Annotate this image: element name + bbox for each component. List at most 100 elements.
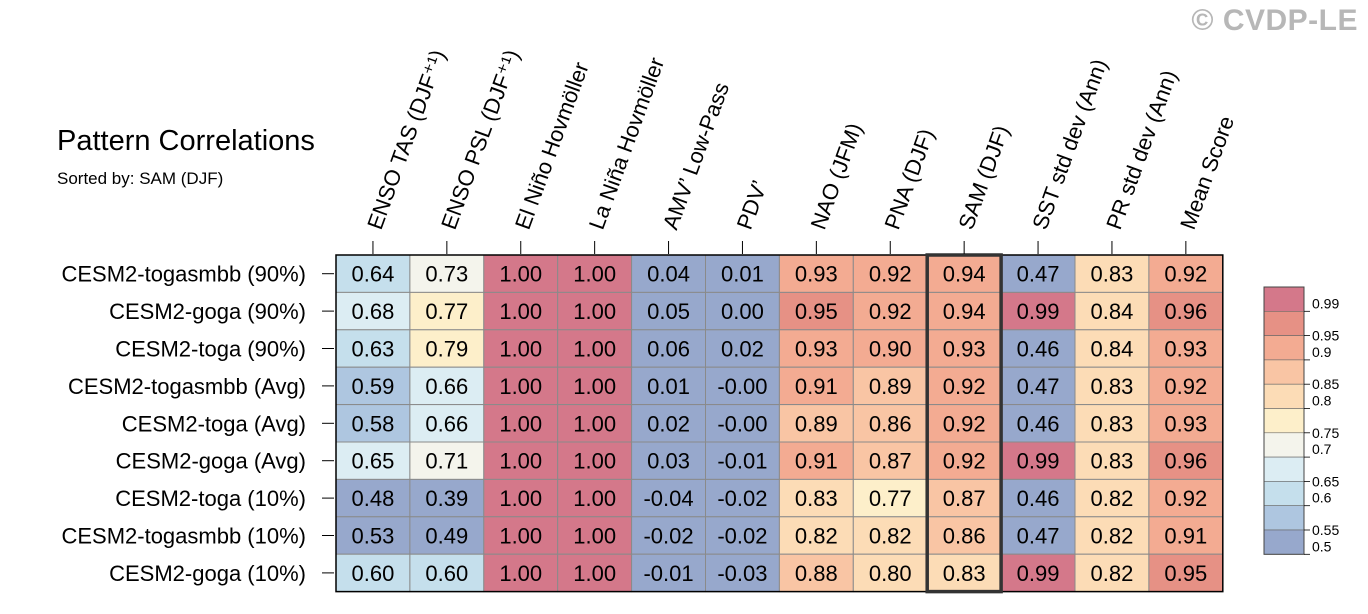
heatmap-cell: [631, 516, 706, 555]
heatmap-cell: [631, 291, 706, 331]
cell-value-label: -0.00: [717, 374, 767, 399]
heatmap-cell: [778, 366, 854, 406]
colorbar-swatch: [1263, 505, 1305, 531]
cell-value-label: 0.93: [795, 262, 838, 287]
colorbar-swatch: [1263, 359, 1305, 385]
heatmap-cell: [705, 516, 780, 555]
cell-value-label: 0.95: [1164, 561, 1207, 586]
heatmap-cell: [1000, 553, 1076, 593]
colorbar-label: 0.9: [1312, 344, 1332, 360]
column-label: ENSO PSL (DJF⁺¹): [436, 46, 524, 232]
cell-value-label: 1.00: [573, 262, 616, 287]
cell-value-label: 1.00: [499, 262, 542, 287]
heatmap-cell: [335, 553, 411, 593]
cell-value-label: 0.92: [1164, 374, 1207, 399]
cell-value-label: 0.92: [943, 449, 986, 474]
cell-value-label: 1.00: [573, 561, 616, 586]
cell-value-label: 0.04: [647, 262, 690, 287]
cell-value-label: -0.03: [717, 561, 767, 586]
row-label: CESM2-togasmbb (90%): [61, 262, 306, 287]
colorbar-label: 0.8: [1312, 393, 1332, 409]
colorbar-swatch: [1263, 456, 1305, 482]
heatmap-cell: [852, 254, 928, 293]
cell-value-label: 0.94: [943, 299, 986, 324]
heatmap-cell: [1074, 254, 1150, 293]
heatmap-cell: [926, 291, 1002, 331]
cell-value-label: 0.87: [943, 486, 986, 511]
heatmap-cell: [631, 553, 706, 593]
heatmap-cell: [631, 441, 706, 480]
colorbar-frame: [1263, 286, 1305, 555]
cell-value-label: 0.77: [425, 299, 468, 324]
cell-value-label: 0.83: [1091, 411, 1134, 436]
colorbar-label: 0.75: [1312, 425, 1339, 441]
cell-value-label: 0.83: [1091, 262, 1134, 287]
row-label: CESM2-togasmbb (Avg): [68, 374, 306, 399]
cell-value-label: 0.59: [352, 374, 395, 399]
heatmap-cell: [778, 441, 854, 480]
row-label: CESM2-togasmbb (10%): [61, 524, 306, 549]
cell-value-label: -0.04: [643, 486, 693, 511]
cell-value-label: 0.90: [869, 337, 912, 362]
cell-value-label: 0.02: [647, 411, 690, 436]
cell-value-label: 0.68: [352, 299, 395, 324]
heatmap-cell: [1074, 441, 1150, 480]
cell-value-label: 0.95: [795, 299, 838, 324]
colorbar-swatch: [1263, 481, 1305, 506]
heatmap-cell: [409, 441, 485, 480]
column-label: Mean Score: [1175, 113, 1239, 233]
cell-value-label: 0.93: [943, 337, 986, 362]
heatmap-cell: [1148, 329, 1224, 368]
cell-value-label: 0.99: [1017, 561, 1060, 586]
column-label: NAO (JFM): [806, 120, 868, 233]
cell-value-label: 1.00: [573, 449, 616, 474]
column-label: PNA (DJF): [879, 125, 938, 232]
cell-value-label: 0.79: [425, 337, 468, 362]
heatmap-cell: [1000, 329, 1076, 368]
cell-value-label: 0.01: [647, 374, 690, 399]
cell-value-label: 0.01: [721, 262, 764, 287]
cell-value-label: 0.96: [1164, 299, 1207, 324]
heatmap-cell: [335, 404, 411, 443]
cell-value-label: 0.03: [647, 449, 690, 474]
cell-value-label: 0.89: [869, 374, 912, 399]
chart-subtitle: Sorted by: SAM (DJF): [57, 169, 224, 188]
cell-value-label: 0.96: [1164, 449, 1207, 474]
heatmap-cell: [1074, 404, 1150, 443]
cell-value-label: 0.99: [1017, 299, 1060, 324]
row-label: CESM2-goga (90%): [109, 299, 306, 324]
cell-value-label: 0.91: [795, 449, 838, 474]
cell-value-label: 0.93: [1164, 411, 1207, 436]
cell-value-label: 0.82: [1091, 561, 1134, 586]
colorbar-label: 0.65: [1312, 473, 1339, 489]
cell-value-label: 0.71: [425, 449, 468, 474]
colorbar-label: 0.99: [1312, 295, 1339, 311]
colorbar-swatch: [1263, 408, 1305, 434]
watermark: © CVDP-LE: [1191, 4, 1358, 37]
cell-value-label: -0.01: [643, 561, 693, 586]
heatmap-cell: [1148, 553, 1224, 593]
row-label: CESM2-toga (90%): [115, 337, 306, 362]
cell-value-label: 0.64: [352, 262, 395, 287]
heatmap-cell: [1074, 553, 1150, 593]
heatmap-cell: [1000, 441, 1076, 480]
cell-value-label: -0.02: [717, 486, 767, 511]
cell-value-label: 0.05: [647, 299, 690, 324]
heatmap-cell: [631, 404, 706, 443]
row-label: CESM2-toga (Avg): [122, 411, 306, 436]
cell-value-label: 0.47: [1017, 374, 1060, 399]
cell-value-label: 0.89: [795, 411, 838, 436]
colorbar-label: 0.55: [1312, 522, 1339, 538]
cell-value-label: 0.86: [869, 411, 912, 436]
heatmap-cell: [631, 478, 706, 518]
cell-value-label: 0.92: [869, 262, 912, 287]
cell-value-label: 1.00: [499, 561, 542, 586]
cell-value-label: 1.00: [573, 374, 616, 399]
heatmap-cell: [1148, 516, 1224, 555]
cell-value-label: 0.06: [647, 337, 690, 362]
heatmap-cell: [1148, 404, 1224, 443]
column-label: AMV’ Low-Pass: [658, 79, 734, 233]
cell-value-label: 0.83: [943, 561, 986, 586]
cell-value-label: 1.00: [499, 374, 542, 399]
cell-value-label: -0.01: [717, 449, 767, 474]
